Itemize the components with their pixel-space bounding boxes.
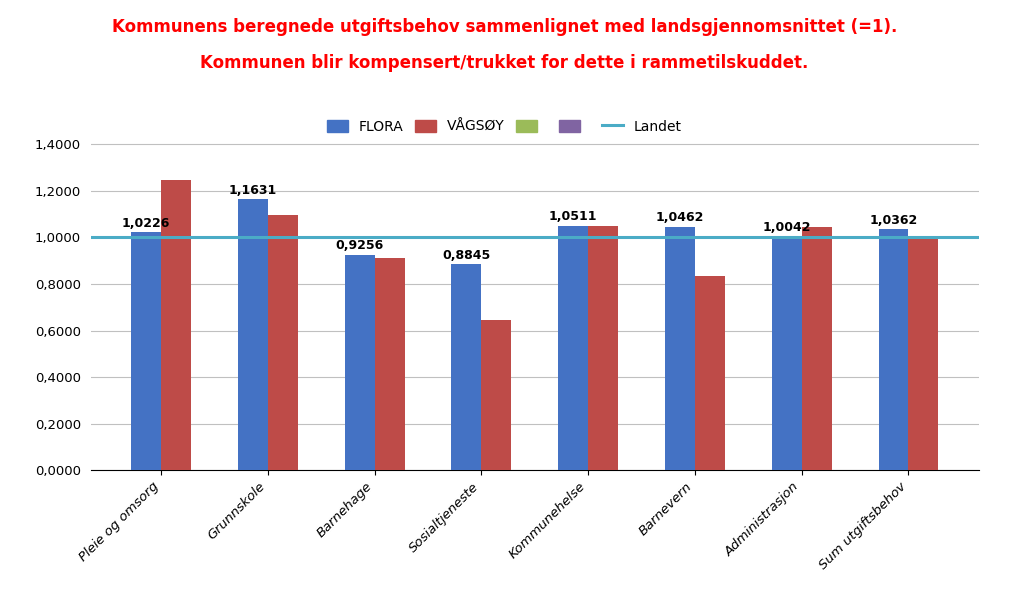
- Legend: FLORA, VÅGSØY, , , Landet: FLORA, VÅGSØY, , , Landet: [323, 116, 686, 138]
- Bar: [772, 236, 802, 470]
- Bar: [802, 227, 831, 470]
- Text: 1,0462: 1,0462: [656, 212, 704, 224]
- Bar: [558, 226, 588, 470]
- Bar: [695, 276, 724, 470]
- Text: Kommunens beregnede utgiftsbehov sammenlignet med landsgjennomsnittet (=1).: Kommunens beregnede utgiftsbehov sammenl…: [112, 18, 897, 36]
- Bar: [161, 180, 191, 470]
- Text: 1,0362: 1,0362: [870, 213, 917, 227]
- Bar: [238, 200, 267, 470]
- Bar: [374, 258, 405, 470]
- Bar: [481, 320, 512, 470]
- Bar: [908, 237, 938, 470]
- Text: 1,1631: 1,1631: [229, 184, 277, 197]
- Text: 1,0042: 1,0042: [763, 221, 811, 234]
- Bar: [451, 264, 481, 470]
- Text: 1,0511: 1,0511: [549, 210, 597, 223]
- Bar: [665, 227, 695, 470]
- Bar: [267, 215, 298, 470]
- Text: 1,0226: 1,0226: [122, 217, 171, 230]
- Bar: [345, 255, 374, 470]
- Bar: [131, 232, 161, 470]
- Text: 0,8845: 0,8845: [442, 249, 490, 262]
- Text: 0,9256: 0,9256: [336, 239, 383, 253]
- Bar: [879, 229, 908, 470]
- Text: Kommunen blir kompensert/trukket for dette i rammetilskuddet.: Kommunen blir kompensert/trukket for det…: [201, 54, 808, 72]
- Bar: [588, 226, 619, 470]
